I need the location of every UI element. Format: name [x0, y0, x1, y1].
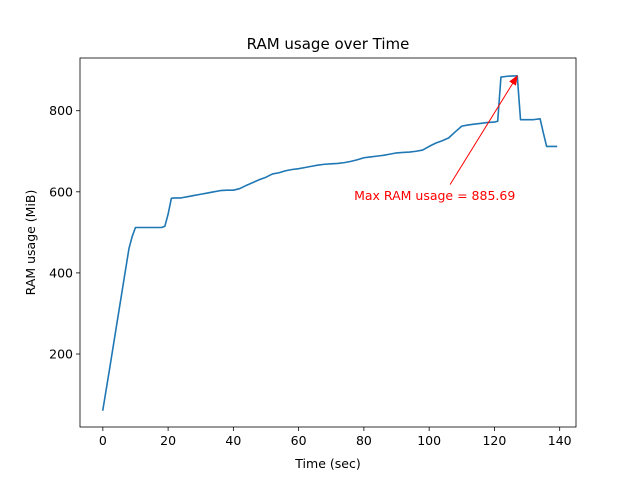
chart-title: RAM usage over Time — [247, 35, 410, 53]
x-tick-label: 80 — [356, 433, 372, 448]
y-axis-title: RAM usage (MiB) — [23, 190, 38, 296]
max-annotation: Max RAM usage = 885.69 — [354, 75, 518, 203]
x-tick-label: 40 — [225, 433, 241, 448]
annotation-label: Max RAM usage = 885.69 — [354, 188, 515, 203]
x-axis-title: Time (sec) — [294, 456, 360, 471]
ram-usage-line — [101, 75, 558, 411]
x-tick-label: 60 — [291, 433, 307, 448]
axes-frame — [79, 57, 577, 428]
chart-marks — [101, 75, 558, 411]
annotation-arrow — [449, 75, 518, 185]
plot-area — [79, 57, 577, 428]
y-tick-label: 200 — [49, 347, 73, 362]
y-tick-label: 400 — [49, 265, 73, 280]
x-tick-label: 120 — [482, 433, 506, 448]
x-axis-ticks: 0 20 40 60 80 100 120 140 — [99, 427, 572, 448]
y-tick-label: 800 — [49, 103, 73, 118]
y-axis-ticks: 200 400 600 800 — [49, 103, 80, 362]
y-tick-label: 600 — [49, 184, 73, 199]
x-tick-label: 100 — [417, 433, 441, 448]
x-tick-label: 0 — [99, 433, 107, 448]
x-tick-label: 20 — [160, 433, 176, 448]
x-tick-label: 140 — [548, 433, 572, 448]
